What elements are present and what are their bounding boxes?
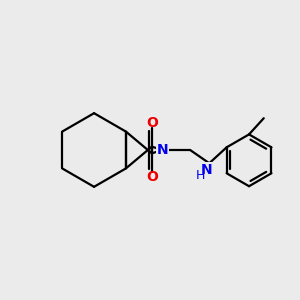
Text: O: O xyxy=(146,116,158,130)
Text: N: N xyxy=(201,163,213,177)
Text: N: N xyxy=(156,143,168,157)
Text: H: H xyxy=(196,169,205,182)
Text: O: O xyxy=(146,170,158,184)
